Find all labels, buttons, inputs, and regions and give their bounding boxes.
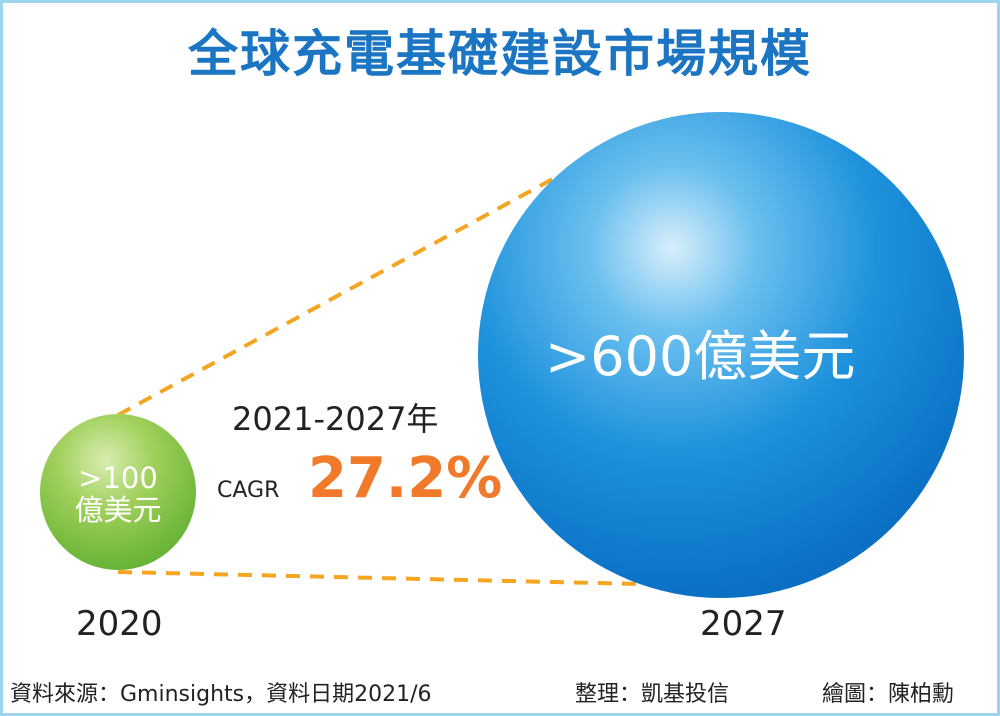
market-2020-label: >100 億美元 [40, 462, 196, 526]
market-2027-bubble [478, 112, 964, 598]
market-2020-bubble [40, 414, 196, 570]
market-2020-unit: 億美元 [74, 493, 162, 527]
lower-dashed-line [117, 570, 641, 586]
cagr-value: 27.2% [308, 446, 503, 511]
upper-dashed-line [117, 173, 561, 417]
year-2027-label: 2027 [700, 604, 787, 644]
cagr-label: CAGR [217, 478, 280, 503]
source-note: 資料來源：Gminsights，資料日期2021/6 [10, 682, 432, 707]
cagr-period: 2021-2027年 [232, 400, 439, 438]
drawn-by: 繪圖：陳柏勳 [822, 682, 955, 707]
market-2027-value: >600億美元 [545, 325, 856, 388]
market-2020-value: >100 [78, 461, 158, 495]
chart-title: 全球充電基礎建設市場規模 [188, 25, 812, 83]
year-2020-label: 2020 [76, 604, 163, 644]
compiled-by: 整理：凱基投信 [575, 682, 730, 707]
